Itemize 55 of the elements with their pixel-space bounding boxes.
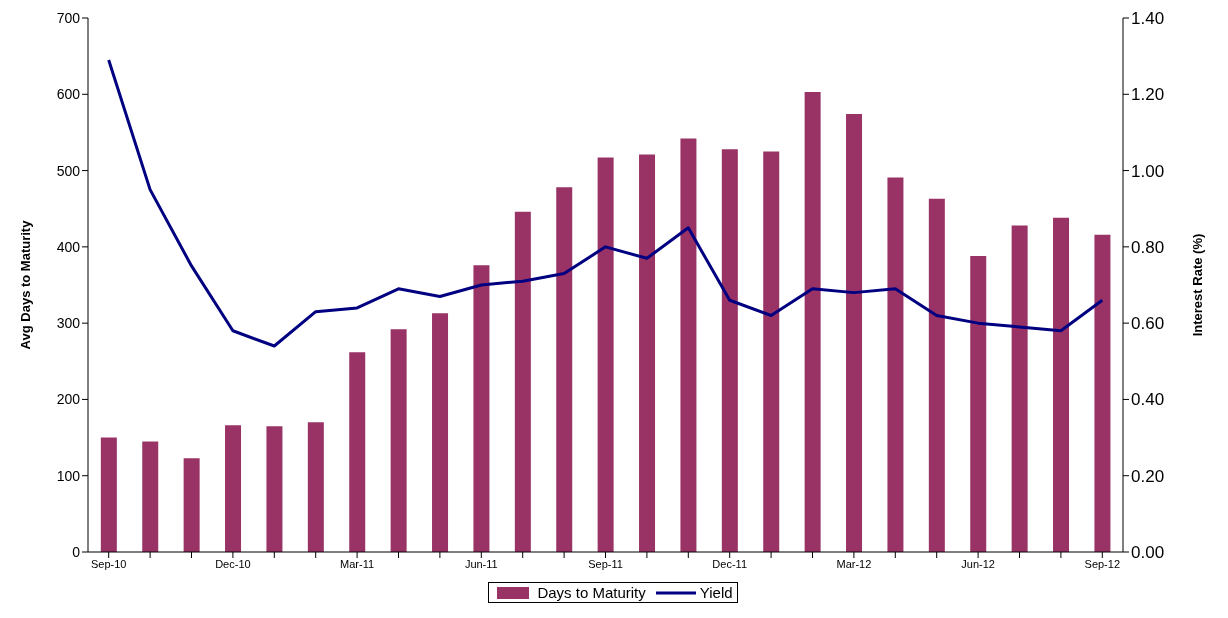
bar <box>349 352 366 552</box>
bar <box>307 422 324 552</box>
y2-tick-label: 0.20 <box>1131 466 1165 486</box>
x-tick-label: Jun-12 <box>961 557 995 570</box>
x-tick-label: Mar-11 <box>340 557 375 570</box>
bar <box>846 114 863 552</box>
y-tick-label: 500 <box>56 162 81 179</box>
bar <box>514 211 531 552</box>
y2-tick-label: 1.40 <box>1131 9 1165 29</box>
x-tick-label: Mar-12 <box>836 557 872 570</box>
bar <box>1094 234 1111 552</box>
bar <box>183 458 200 552</box>
y-tick-label: 400 <box>56 238 81 255</box>
bar <box>473 265 490 552</box>
y-tick-label: 0 <box>72 543 81 560</box>
bar <box>970 256 987 552</box>
bar <box>556 187 573 552</box>
y2-tick-label: 1.00 <box>1131 161 1165 181</box>
y-tick-label: 300 <box>56 315 81 332</box>
bar <box>928 198 945 552</box>
x-tick-label: Sep-11 <box>588 557 623 570</box>
x-tick-label: Dec-11 <box>712 557 748 570</box>
bar <box>680 138 697 552</box>
x-tick-label: Sep-12 <box>1084 557 1121 570</box>
bar <box>390 329 407 552</box>
y2-tick-label: 0.80 <box>1131 237 1165 257</box>
y2-tick-label: 0.40 <box>1131 390 1165 410</box>
bar <box>721 149 738 552</box>
y2-tick-label: 1.20 <box>1131 85 1165 105</box>
y-tick-label: 600 <box>56 86 81 103</box>
y2-axis-title: Interest Rate (%) <box>1189 233 1205 337</box>
bar <box>639 154 656 552</box>
bar <box>804 92 821 552</box>
bar <box>432 313 449 552</box>
bar <box>597 157 614 552</box>
bar <box>225 425 242 552</box>
x-tick-label: Jun-11 <box>464 557 498 570</box>
x-tick-label: Dec-10 <box>215 557 251 570</box>
legend-label: Days to Maturity <box>537 584 646 601</box>
bar <box>763 151 780 552</box>
x-tick-label: Sep-10 <box>90 557 127 570</box>
bar <box>1053 217 1070 552</box>
y-tick-label: 700 <box>56 9 81 26</box>
y-tick-label: 200 <box>56 391 81 408</box>
y2-tick-label: 0.00 <box>1131 543 1165 563</box>
y-tick-label: 100 <box>56 467 81 484</box>
y-axis-title: Avg Days to Maturity <box>17 219 33 350</box>
bar <box>1011 225 1028 552</box>
bar <box>100 437 117 552</box>
bar <box>142 441 159 552</box>
y2-tick-label: 0.60 <box>1131 314 1165 334</box>
legend-label: Yield <box>699 584 733 601</box>
bar <box>266 426 283 552</box>
line-series <box>107 58 1104 348</box>
bar <box>887 177 904 552</box>
